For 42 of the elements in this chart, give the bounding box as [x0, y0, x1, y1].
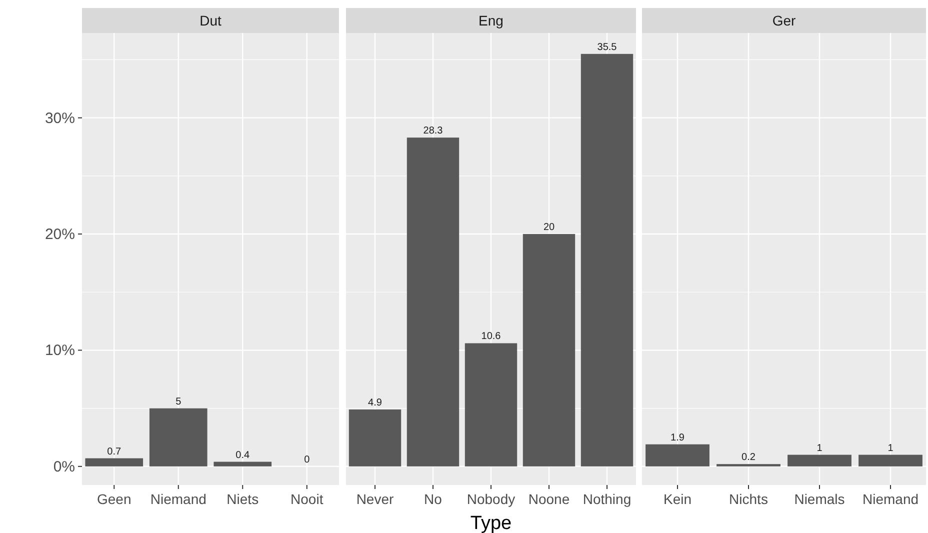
bar [149, 408, 208, 466]
data-label: 5 [176, 396, 182, 408]
bar [348, 409, 402, 466]
bar [580, 54, 634, 466]
data-label: 1 [888, 442, 894, 454]
data-label: 0 [304, 454, 310, 466]
x-tick-label: Niemand [150, 491, 206, 507]
bar [85, 458, 144, 466]
x-tick-label: Kein [663, 491, 692, 507]
y-tick-label: 0% [53, 458, 75, 476]
data-label: 1 [816, 442, 823, 454]
bar [214, 462, 272, 466]
data-label: 1.9 [670, 432, 685, 444]
data-label: 4.9 [368, 397, 382, 408]
x-tick-label: Niets [226, 491, 259, 507]
x-tick-label: Noone [528, 491, 570, 507]
bar [464, 343, 518, 466]
data-label: 10.6 [481, 331, 502, 342]
bar [406, 138, 460, 466]
x-tick-label: Niemand [862, 491, 919, 507]
data-label: 0.7 [107, 446, 122, 458]
data-label: 0.2 [742, 452, 756, 464]
chart-title: Dut [200, 12, 222, 28]
x-tick-label: Nobody [466, 491, 516, 507]
y-tick-label: 20% [44, 226, 75, 244]
x-tick-label: Nothing [582, 491, 632, 507]
x-tick-label: Nooit [290, 491, 324, 507]
data-label: 35.5 [597, 42, 618, 53]
x-tick-label: Nichts [729, 491, 768, 507]
chart-title: Ger [772, 12, 796, 28]
y-tick-label: 30% [44, 110, 75, 127]
chart-title: Eng [478, 12, 504, 28]
data-label: 20 [543, 222, 555, 234]
x-tick-label: Geen [97, 491, 132, 507]
data-label: 28.3 [423, 126, 444, 137]
y-tick-label: 10% [44, 342, 75, 360]
x-tick-label: Never [356, 491, 394, 507]
x-tick-label: No [424, 491, 442, 507]
x-axis-title: Type [470, 513, 512, 533]
data-label: 0.4 [236, 450, 250, 461]
x-tick-label: Niemals [794, 491, 845, 507]
bar [522, 234, 576, 466]
